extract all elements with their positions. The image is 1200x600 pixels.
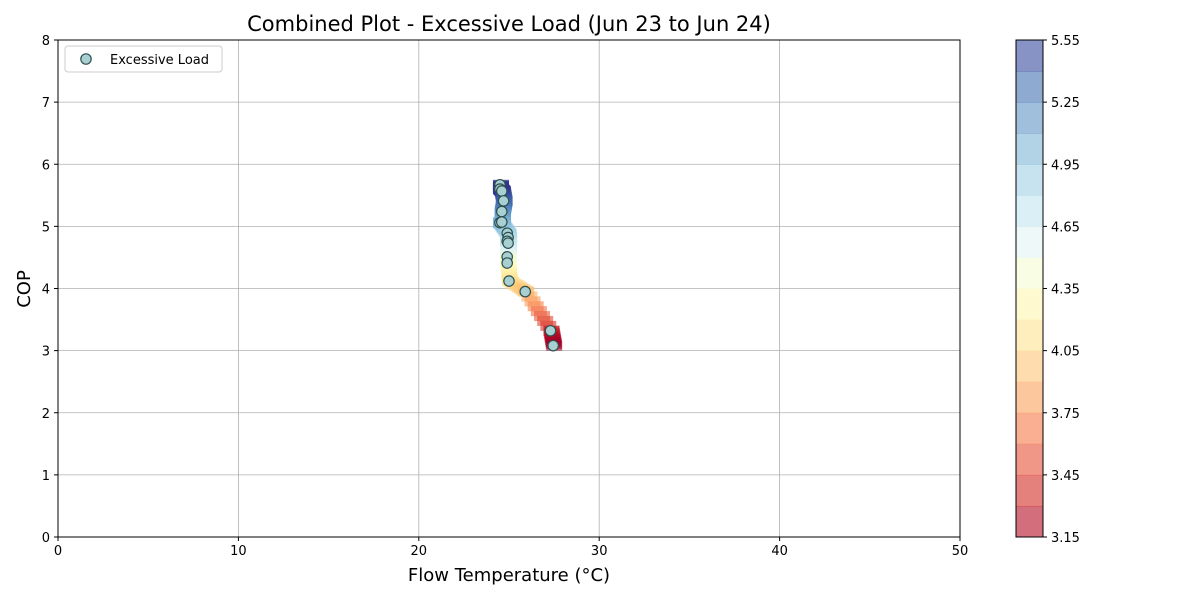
colorbar-band (1016, 474, 1043, 507)
x-tick-label: 0 (54, 544, 62, 559)
colorbar: 3.15 3.45 3.75 4.05 4.35 4.65 4.95 5.25 5.55 (1015, 34, 1080, 546)
colorbar-band (1016, 195, 1043, 227)
data-point (495, 216, 508, 228)
plot-area: 0 10 20 30 40 50 0 1 2 3 4 5 6 7 8 (42, 34, 969, 559)
data-point (503, 275, 515, 287)
colorbar-tick-label: 4.05 (1051, 345, 1080, 360)
y-tick-label: 6 (42, 158, 50, 173)
colorbar-band (1016, 40, 1043, 72)
colorbar-band (1016, 443, 1043, 476)
legend-marker (80, 53, 92, 65)
y-tick-label: 0 (42, 531, 50, 546)
y-tick-label: 4 (42, 283, 50, 298)
colorbar-tick-label: 4.65 (1051, 220, 1080, 235)
y-tick-label: 2 (42, 407, 50, 422)
colorbar-tick-label: 4.35 (1051, 283, 1080, 298)
colorbar-band (1016, 319, 1043, 352)
colorbar-tick-label: 4.95 (1051, 158, 1080, 173)
y-tick-label: 7 (42, 96, 50, 111)
colorbar-band (1016, 164, 1043, 196)
colorbar-tick-label: 5.25 (1051, 96, 1080, 111)
colorbar-band (1016, 505, 1043, 538)
x-tick-label: 10 (230, 544, 247, 559)
x-tick-label: 20 (411, 544, 428, 559)
colorbar-tick-label: 3.45 (1051, 469, 1080, 484)
colorbar-band (1016, 102, 1043, 134)
x-tick-label: 40 (771, 544, 788, 559)
colorbar-band (1016, 226, 1043, 258)
colorbar-tick-label: 5.55 (1051, 34, 1080, 49)
colorbar-tick-label: 3.15 (1051, 531, 1080, 546)
colorbar-band (1016, 381, 1043, 414)
y-axis-label: COP (14, 270, 35, 308)
colorbar-band (1016, 412, 1043, 445)
colorbar-band (1016, 133, 1043, 165)
y-tick-label: 8 (42, 34, 50, 49)
data-point (495, 185, 508, 197)
data-point (519, 285, 532, 298)
legend: Excessive Load (64, 45, 223, 73)
data-point (497, 195, 510, 207)
y-tick-label: 1 (42, 469, 50, 484)
x-tick-label: 50 (952, 544, 969, 559)
data-point (547, 339, 559, 352)
legend-box (64, 45, 223, 73)
colorbar-band (1016, 257, 1043, 289)
colorbar-band (1016, 350, 1043, 383)
chart-title: Combined Plot - Excessive Load (Jun 23 t… (247, 12, 771, 36)
data-point (502, 237, 514, 249)
colorbar-tick-label: 3.75 (1051, 407, 1080, 422)
y-tick-label: 5 (42, 220, 50, 235)
legend-label: Excessive Load (110, 53, 209, 68)
x-axis-label: Flow Temperature (°C) (408, 565, 610, 586)
colorbar-band (1016, 288, 1043, 321)
y-tick-label: 3 (42, 345, 50, 360)
x-tick-label: 30 (591, 544, 608, 559)
colorbar-band (1016, 71, 1043, 103)
data-point (501, 257, 513, 269)
data-point (495, 205, 508, 218)
data-point (544, 324, 557, 337)
